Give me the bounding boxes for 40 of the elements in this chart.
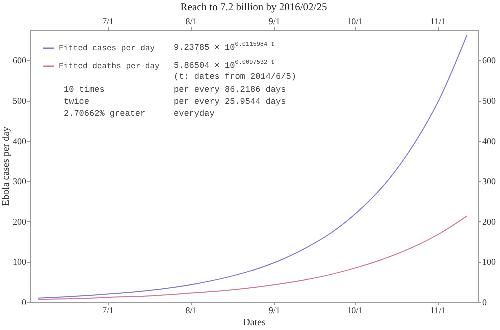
y-tick-label: 100	[13, 257, 27, 268]
y2-tick-label: 200	[482, 216, 496, 227]
line-series	[38, 34, 468, 299]
legend-label: Fitted cases per day	[59, 44, 156, 54]
y2-tick-label: 0	[482, 298, 488, 308]
y-axis-title: Ebola cases per day	[1, 126, 12, 206]
chart-title: Reach to 7.2 billion by 2016/02/25	[180, 2, 328, 14]
y2-tick-label: 500	[482, 96, 496, 106]
y-tick-label: 200	[13, 216, 27, 227]
x-tick-label: 9/1	[268, 306, 280, 316]
x2-tick-label: 10/1	[347, 16, 364, 26]
annotation: twice	[64, 97, 90, 107]
x2-tick-label: 8/1	[186, 16, 198, 26]
x2-tick-label: 7/1	[102, 16, 114, 26]
x-axis-title: Dates	[243, 318, 266, 328]
annotation: 10 times	[64, 85, 105, 95]
annotation: 5.86504 × 10$^{0.0097532 t}$	[174, 58, 275, 71]
y-tick-label: 500	[13, 96, 27, 106]
x-tick-label: 8/1	[186, 306, 198, 316]
annotation: 9.23785 × 10$^{0.0115984 t}$	[174, 40, 275, 53]
y-tick-label: 600	[13, 56, 27, 66]
x2-tick-label: 9/1	[268, 16, 280, 26]
x2-tick-label: 11/1	[430, 16, 446, 26]
y2-tick-label: 600	[482, 56, 496, 66]
y2-tick-label: 400	[482, 136, 496, 146]
y-tick-label: 400	[13, 136, 27, 146]
annotation: everyday	[174, 109, 215, 119]
annotation: per every 25.9544 days	[174, 97, 286, 107]
legend-label: Fitted deaths per day	[59, 62, 160, 72]
y-tick-label: 300	[13, 176, 27, 187]
y2-tick-label: 300	[482, 176, 496, 187]
line-series	[38, 216, 468, 300]
y2-tick-label: 100	[482, 257, 496, 268]
annotation: per every 86.2186 days	[174, 85, 286, 95]
annotation: 2.70662% greater	[64, 109, 146, 119]
annotation: (t: dates from 2014/6/5)	[174, 72, 296, 82]
x-tick-label: 7/1	[102, 306, 114, 316]
y-tick-label: 0	[22, 298, 27, 308]
x-tick-label: 11/1	[430, 306, 446, 316]
x-tick-label: 10/1	[347, 306, 364, 316]
